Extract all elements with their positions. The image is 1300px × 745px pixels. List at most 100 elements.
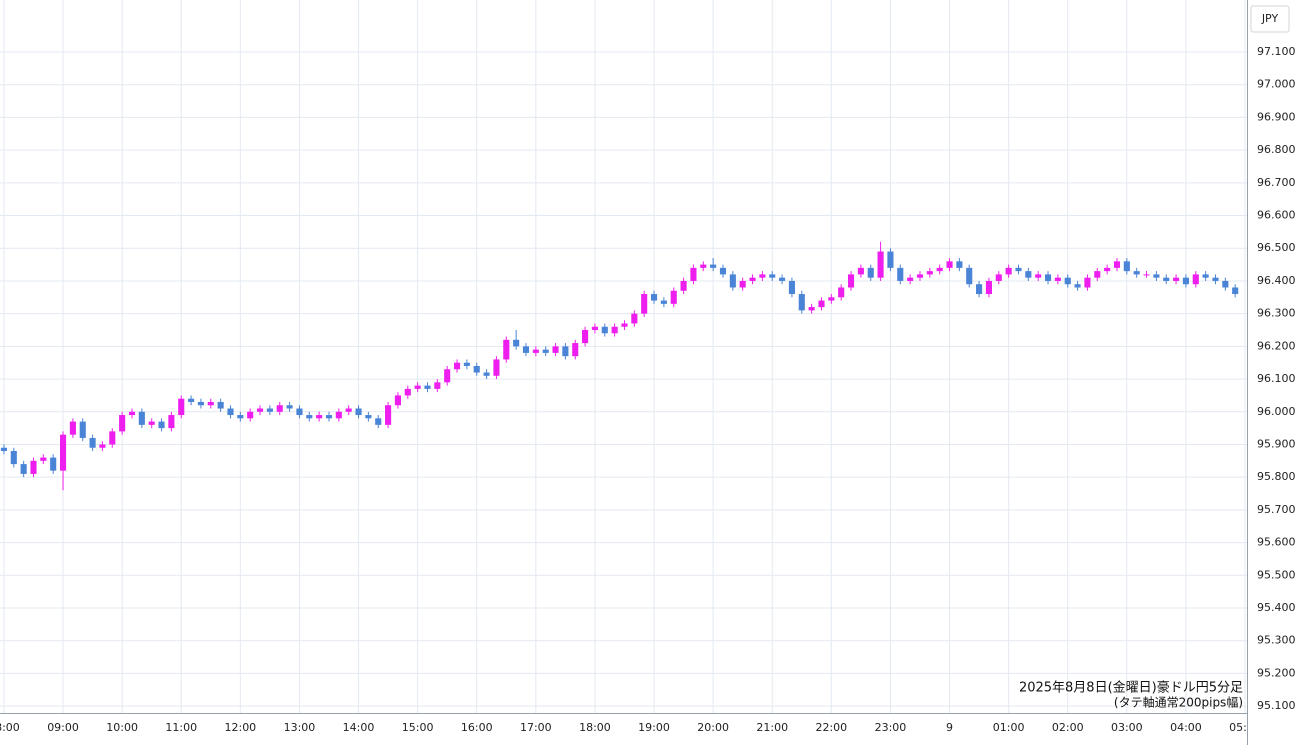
y-tick-label: 96.600 (1257, 209, 1296, 222)
candle-body (473, 365, 480, 373)
candle-body (158, 421, 165, 429)
candle-body (1005, 267, 1012, 275)
y-tick-label: 96.800 (1257, 143, 1296, 156)
candle-body (956, 261, 963, 268)
y-tick-label: 96.200 (1257, 339, 1296, 352)
candle-body (1074, 284, 1081, 288)
x-tick-label: 18:00 (579, 721, 611, 734)
candle-body (1182, 277, 1189, 285)
candle-body (168, 415, 175, 429)
candle-body (365, 415, 372, 419)
candle-body (680, 280, 687, 291)
candle-body (710, 264, 717, 268)
candle-body (316, 415, 323, 419)
candle-body (30, 460, 37, 474)
candle-body (453, 362, 461, 370)
candle-body (641, 294, 648, 314)
candle-body (1163, 277, 1170, 281)
y-tick-label: 97.000 (1257, 78, 1296, 91)
x-tick-label: 05:00 (1229, 721, 1261, 734)
candle-body (345, 408, 352, 412)
candle-body (749, 277, 756, 281)
candle-body (631, 313, 638, 324)
x-tick-label: 09:00 (47, 721, 79, 734)
x-tick-label: 11:00 (165, 721, 197, 734)
candle-body (119, 415, 126, 432)
candle-body (503, 339, 510, 360)
y-tick-label: 95.900 (1257, 437, 1296, 450)
candle-body (759, 274, 766, 278)
candle-body (444, 369, 451, 383)
x-tick-label: 16:00 (461, 721, 493, 734)
candle-body (907, 277, 914, 281)
y-tick-label: 95.700 (1257, 503, 1296, 516)
y-tick-label: 95.600 (1257, 536, 1296, 549)
candle-body (1133, 271, 1140, 275)
candle-body (591, 326, 598, 331)
x-tick-label: 04:00 (1170, 721, 1202, 734)
candle-body (1015, 267, 1022, 272)
y-tick-label: 95.200 (1257, 666, 1296, 679)
candle-body (828, 297, 835, 301)
candle-body (434, 382, 441, 389)
candle-body (424, 385, 431, 389)
candle-body (769, 274, 776, 278)
candle-body (1035, 274, 1042, 278)
candle-body (89, 437, 96, 448)
candle-body (394, 395, 401, 406)
candle-body (1064, 277, 1071, 285)
candle-body (857, 267, 864, 275)
candle-body (1232, 287, 1239, 295)
candle-body (296, 408, 303, 416)
y-tick-label: 95.300 (1257, 634, 1296, 647)
candle-body (493, 359, 500, 376)
candle-body (966, 267, 973, 285)
candle-body (650, 294, 658, 301)
candle-body (247, 411, 254, 419)
candle-body (355, 408, 362, 416)
y-tick-label: 95.400 (1257, 601, 1296, 614)
candle-body (79, 421, 86, 438)
grid (0, 0, 1247, 713)
x-tick-label: 22:00 (815, 721, 847, 734)
candle-body (1123, 261, 1130, 272)
candle-body (207, 401, 214, 406)
candle-body (286, 405, 293, 409)
candle-body (69, 421, 76, 435)
candle-body (217, 401, 224, 409)
x-tick-label: 21:00 (756, 721, 788, 734)
candle-body (414, 385, 421, 389)
candles (0, 241, 1239, 491)
candle-body (335, 411, 342, 419)
candle-body (976, 284, 983, 295)
annotation: 2025年8月8日(金曜日)豪ドル円5分足 (1019, 680, 1243, 696)
candle-body (59, 434, 67, 471)
candle-body (148, 421, 155, 425)
candle-body (1113, 261, 1121, 268)
candle-body (20, 464, 27, 474)
candle-body (306, 415, 313, 419)
candle-body (779, 277, 786, 281)
candle-body (1084, 277, 1091, 288)
y-tick-label: 96.100 (1257, 372, 1296, 385)
candle-body (719, 267, 727, 275)
candle-body (256, 408, 264, 412)
candle-body (128, 411, 136, 416)
candle-body (946, 261, 953, 268)
candle-body (690, 267, 697, 281)
x-tick-label: 08:00 (0, 721, 20, 734)
candle-body (138, 411, 145, 425)
candle-body (897, 267, 904, 281)
candle-body (847, 274, 855, 288)
candle-body (985, 280, 992, 295)
candle-body (109, 431, 116, 445)
candle-body (1153, 274, 1160, 278)
y-tick-label: 96.500 (1257, 241, 1296, 254)
x-axis: 08:00 09:00 10:00 11:00 12:00 13:00 14:00 15:00… (0, 721, 1261, 734)
y-tick-label: 95.800 (1257, 470, 1296, 483)
x-tick-label: 01:00 (993, 721, 1025, 734)
candle-body (197, 401, 204, 406)
x-tick-label: 10:00 (106, 721, 138, 734)
candle-body (1173, 277, 1180, 281)
candle-body (1104, 267, 1111, 272)
